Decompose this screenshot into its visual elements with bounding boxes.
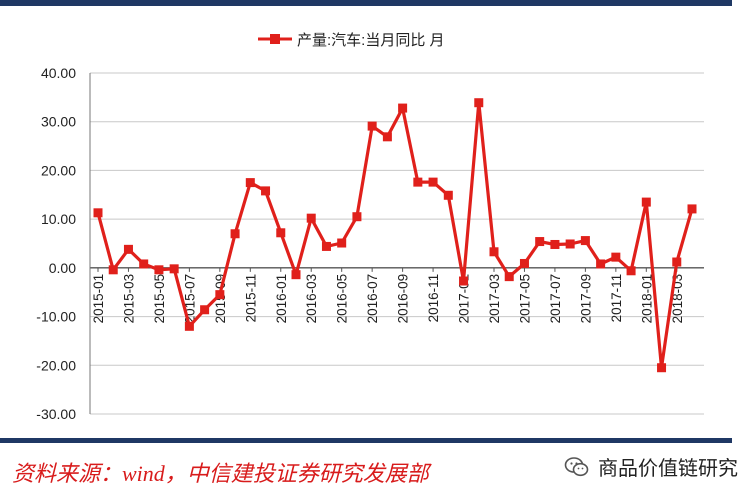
data-point	[596, 259, 606, 269]
data-point	[657, 363, 667, 373]
data-point	[413, 177, 423, 187]
x-tick-label: 2017-05	[517, 274, 532, 324]
chart-area: 产量:汽车:当月同比 月 40.00 30.00 20.00 10.00 0.00 -10…	[0, 6, 748, 438]
y-tick-label: 20.00	[41, 162, 76, 178]
line-chart: 产量:汽车:当月同比 月 40.00 30.00 20.00 10.00 0.00 -10…	[36, 32, 704, 422]
y-tick-label: 40.00	[41, 65, 76, 81]
x-tick-label: 2015-07	[182, 274, 197, 324]
data-point	[123, 244, 133, 254]
x-tick-label: 2017-07	[548, 274, 563, 324]
x-tick-label: 2016-07	[365, 274, 380, 324]
x-tick-label: 2017-01	[457, 274, 472, 324]
x-tick-label: 2017-03	[487, 274, 502, 324]
data-point	[626, 266, 636, 276]
data-point	[291, 270, 301, 280]
data-point	[672, 257, 682, 267]
y-tick-label: -10.00	[36, 309, 76, 325]
x-tick-label: 2015-05	[152, 274, 167, 324]
data-point	[215, 290, 225, 300]
data-point	[93, 208, 103, 218]
y-tick-label: 0.00	[49, 260, 76, 276]
top-border	[0, 0, 732, 6]
legend-square-marker	[270, 34, 280, 44]
x-tick-label: 2015-11	[243, 274, 258, 323]
x-axis: 2015-012015-032015-052015-072015-092015-…	[91, 267, 685, 324]
bottom-border	[0, 438, 732, 443]
y-tick-label: 10.00	[41, 211, 76, 227]
data-point	[276, 228, 286, 238]
data-point	[367, 121, 377, 131]
data-point	[474, 98, 484, 108]
watermark-text: 商品价值链研究	[598, 456, 738, 480]
x-tick-label: 2016-11	[426, 274, 441, 323]
data-point	[169, 264, 179, 274]
data-point	[200, 305, 210, 315]
data-point	[519, 258, 529, 268]
chart-legend: 产量:汽车:当月同比 月	[258, 32, 445, 49]
data-point	[230, 229, 240, 239]
x-tick-label: 2015-03	[121, 274, 136, 324]
series-line	[96, 101, 694, 370]
legend-label: 产量:汽车:当月同比 月	[297, 32, 445, 49]
data-point	[306, 213, 316, 223]
y-tick-label: -20.00	[36, 357, 76, 373]
data-point	[550, 239, 560, 249]
data-point	[321, 241, 331, 251]
x-tick-label: 2017-09	[578, 274, 593, 324]
data-point	[489, 247, 499, 257]
grid-lines	[90, 72, 704, 415]
data-point	[443, 190, 453, 200]
data-point	[565, 239, 575, 249]
data-point	[337, 238, 347, 248]
data-point	[245, 178, 255, 188]
data-point	[108, 265, 118, 275]
data-point	[261, 186, 271, 196]
data-point	[504, 272, 514, 282]
data-point	[184, 321, 194, 331]
y-tick-label: 30.00	[41, 114, 76, 130]
source-note: 资料来源：wind，中信建投证券研究发展部	[12, 461, 429, 486]
y-axis: 40.00 30.00 20.00 10.00 0.00 -10.00 -20.00 -30.…	[36, 65, 91, 422]
data-point	[139, 259, 149, 269]
x-tick-label: 2018-01	[639, 274, 654, 324]
x-tick-label: 2016-09	[396, 274, 411, 324]
data-point	[535, 237, 545, 247]
x-tick-label: 2016-05	[335, 274, 350, 324]
data-point	[382, 132, 392, 142]
series-layer	[93, 98, 697, 373]
data-point	[611, 252, 621, 262]
wechat-icon	[564, 456, 589, 476]
y-tick-label: -30.00	[36, 406, 76, 422]
watermark: 商品价值链研究	[564, 452, 738, 481]
x-tick-label: 2015-01	[91, 274, 106, 324]
x-tick-label: 2016-03	[304, 274, 319, 324]
data-point	[641, 197, 651, 207]
data-point	[687, 204, 697, 214]
data-point	[154, 265, 164, 275]
data-point	[428, 177, 438, 187]
data-point	[352, 212, 362, 222]
data-point	[459, 276, 469, 286]
x-tick-label: 2016-01	[274, 274, 289, 324]
x-tick-label: 2017-11	[609, 274, 624, 323]
data-point	[580, 236, 590, 246]
data-point	[398, 103, 408, 113]
